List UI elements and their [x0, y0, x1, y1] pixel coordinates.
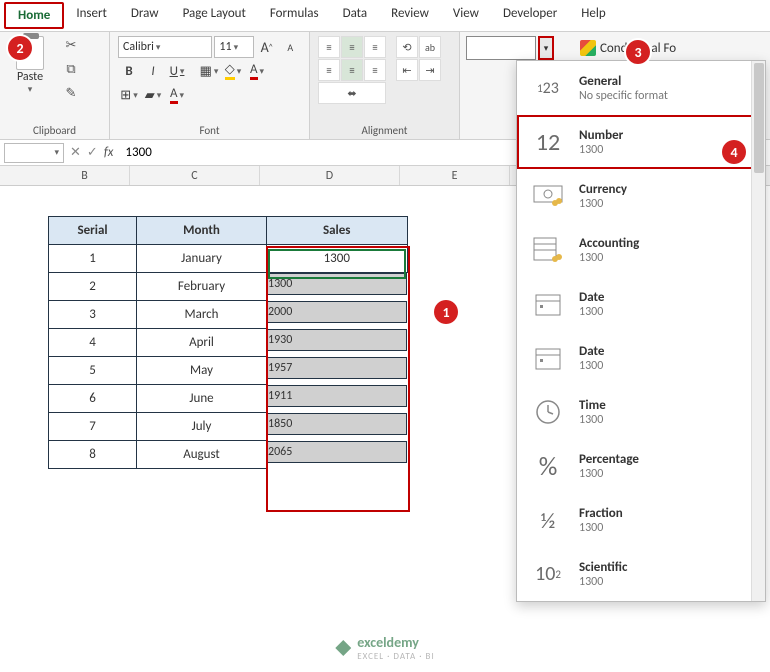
group-label-font: Font: [118, 122, 301, 137]
enter-icon[interactable]: ✓: [87, 145, 98, 160]
th-serial: Serial: [49, 217, 137, 245]
callout-badge-2: 2: [8, 36, 32, 60]
group-label-clipboard: Clipboard: [8, 122, 101, 137]
align-right-button[interactable]: ≡: [364, 59, 386, 81]
table-row: 2February1300: [49, 273, 408, 301]
cancel-icon[interactable]: ✕: [70, 145, 81, 160]
format-option-general[interactable]: 123 GeneralNo specific format: [517, 61, 765, 115]
paste-label: Paste: [17, 70, 43, 84]
format-option-scientific[interactable]: 102 Scientific1300: [517, 547, 765, 601]
watermark-logo-icon: [335, 640, 351, 656]
tab-data[interactable]: Data: [331, 2, 380, 29]
cut-icon[interactable]: ✂: [62, 36, 80, 54]
number-icon: 12: [531, 125, 565, 159]
format-option-percentage[interactable]: % Percentage1300: [517, 439, 765, 493]
table-row: 4April1930: [49, 329, 408, 357]
col-header-d[interactable]: D: [260, 166, 400, 185]
fill-button[interactable]: ▰: [142, 84, 164, 106]
tab-draw[interactable]: Draw: [119, 2, 171, 29]
format-option-accounting[interactable]: Accounting1300: [517, 223, 765, 277]
increase-indent-button[interactable]: ⇥: [419, 59, 441, 81]
tab-review[interactable]: Review: [379, 2, 441, 29]
watermark: exceldemy EXCEL · DATA · BI: [335, 634, 434, 662]
callout-badge-4: 4: [722, 140, 746, 164]
format-option-short-date[interactable]: Date1300: [517, 277, 765, 331]
general-icon: 123: [531, 71, 565, 105]
italic-button[interactable]: I: [142, 60, 164, 82]
group-alignment: ≡ ≡ ≡ ⟲ ab ≡ ≡ ≡ ⇤ ⇥ ⬌ Alignment: [310, 32, 460, 139]
borders-button[interactable]: ⊞: [118, 84, 140, 106]
grow-font-button[interactable]: A^: [256, 36, 278, 58]
font-size-select[interactable]: 11: [214, 36, 253, 58]
copy-icon[interactable]: ⧉: [62, 60, 80, 78]
fx-icon[interactable]: fx: [104, 145, 114, 160]
table-row: 3March2000: [49, 301, 408, 329]
table-row: 5May1957: [49, 357, 408, 385]
format-option-fraction[interactable]: ½ Fraction1300: [517, 493, 765, 547]
data-table: Serial Month Sales 1January1300 2Februar…: [48, 216, 408, 469]
tab-view[interactable]: View: [441, 2, 491, 29]
callout-badge-3: 3: [626, 40, 650, 64]
orientation-button[interactable]: ⟲: [396, 36, 418, 58]
tab-home[interactable]: Home: [4, 2, 64, 29]
font-name-select[interactable]: Calibri: [118, 36, 212, 58]
col-header-b[interactable]: B: [40, 166, 130, 185]
merge-button[interactable]: ⬌: [318, 82, 386, 104]
font-color2-button[interactable]: A: [166, 84, 188, 106]
time-icon: [531, 395, 565, 429]
th-sales: Sales: [267, 217, 408, 245]
tab-insert[interactable]: Insert: [64, 2, 119, 29]
number-format-box[interactable]: [466, 36, 536, 60]
shrink-font-button[interactable]: A: [279, 36, 301, 58]
align-center-button[interactable]: ≡: [341, 59, 363, 81]
tab-page-layout[interactable]: Page Layout: [171, 2, 258, 29]
th-month: Month: [137, 217, 267, 245]
percentage-icon: %: [531, 449, 565, 483]
date-icon: [531, 341, 565, 375]
table-row: 8August2065: [49, 441, 408, 469]
align-left-button[interactable]: ≡: [318, 59, 340, 81]
align-middle-button[interactable]: ≡: [341, 36, 363, 58]
col-header-e[interactable]: E: [400, 166, 510, 185]
number-format-dropdown-button[interactable]: ▾: [538, 36, 554, 60]
date-icon: [531, 287, 565, 321]
accounting-icon: [531, 233, 565, 267]
format-option-currency[interactable]: Currency1300: [517, 169, 765, 223]
underline-button[interactable]: U: [166, 60, 188, 82]
bold-button[interactable]: B: [118, 60, 140, 82]
table-row: 1January1300: [49, 245, 408, 273]
conditional-formatting-icon: [580, 40, 596, 56]
group-font: Calibri 11 A^ A B I U ▦ ◇ A ⊞ ▰ A Font: [110, 32, 310, 139]
wrap-text-button[interactable]: ab: [419, 36, 441, 58]
group-label-alignment: Alignment: [318, 122, 451, 137]
currency-icon: [531, 179, 565, 213]
fill-color-button[interactable]: ◇: [222, 60, 244, 82]
format-painter-icon[interactable]: ✎: [62, 84, 80, 102]
tab-formulas[interactable]: Formulas: [258, 2, 331, 29]
scientific-icon: 102: [531, 557, 565, 591]
dropdown-scrollbar[interactable]: [751, 61, 765, 601]
col-header-c[interactable]: C: [130, 166, 260, 185]
table-row: 6June1911: [49, 385, 408, 413]
name-box[interactable]: [4, 143, 64, 163]
font-color-button[interactable]: A: [246, 60, 268, 82]
tab-help[interactable]: Help: [569, 2, 617, 29]
align-bottom-button[interactable]: ≡: [364, 36, 386, 58]
fraction-icon: ½: [531, 503, 565, 537]
tab-developer[interactable]: Developer: [491, 2, 569, 29]
border-button[interactable]: ▦: [198, 60, 220, 82]
align-top-button[interactable]: ≡: [318, 36, 340, 58]
callout-badge-1: 1: [434, 300, 458, 324]
format-option-long-date[interactable]: Date1300: [517, 331, 765, 385]
table-row: 7July1850: [49, 413, 408, 441]
format-option-time[interactable]: Time1300: [517, 385, 765, 439]
ribbon-tabs: Home Insert Draw Page Layout Formulas Da…: [0, 0, 770, 32]
decrease-indent-button[interactable]: ⇤: [396, 59, 418, 81]
